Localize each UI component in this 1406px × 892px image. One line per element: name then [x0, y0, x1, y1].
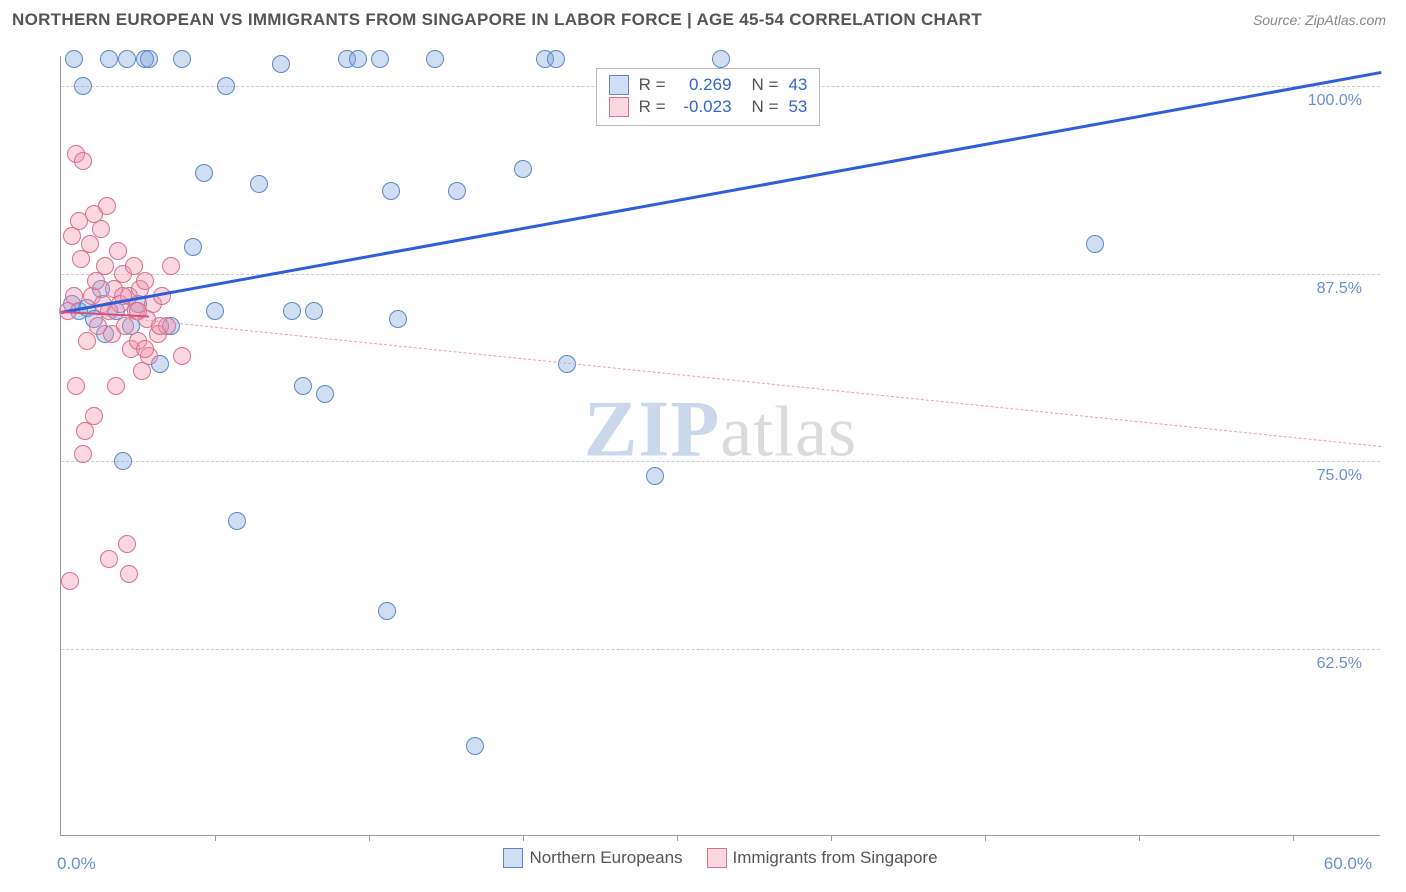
data-point	[426, 50, 444, 68]
data-point	[217, 77, 235, 95]
data-point	[1086, 235, 1104, 253]
data-point	[646, 467, 664, 485]
correlation-legend: R = 0.269 N = 43 R = -0.023 N = 53	[596, 68, 821, 126]
legend-r-value: 0.269	[676, 75, 732, 95]
y-axis-label: In Labor Force | Age 45-54	[0, 371, 1, 561]
x-tick	[369, 835, 370, 841]
legend-row: R = 0.269 N = 43	[609, 75, 808, 95]
data-point	[96, 257, 114, 275]
data-point	[67, 377, 85, 395]
data-point	[448, 182, 466, 200]
data-point	[514, 160, 532, 178]
data-point	[378, 602, 396, 620]
legend-n-label: N =	[752, 75, 779, 95]
data-point	[65, 287, 83, 305]
data-point	[100, 550, 118, 568]
y-tick-label: 62.5%	[1317, 655, 1362, 673]
data-point	[349, 50, 367, 68]
data-point	[140, 50, 158, 68]
legend-n-value: 53	[788, 97, 807, 117]
x-tick	[215, 835, 216, 841]
data-point	[272, 55, 290, 73]
data-point	[98, 197, 116, 215]
legend-swatch	[503, 848, 523, 868]
data-point	[712, 50, 730, 68]
x-tick	[1139, 835, 1140, 841]
data-point	[116, 317, 134, 335]
data-point	[466, 737, 484, 755]
data-point	[162, 257, 180, 275]
legend-r-value: -0.023	[676, 97, 732, 117]
x-tick	[1293, 835, 1294, 841]
data-point	[118, 50, 136, 68]
data-point	[120, 565, 138, 583]
legend-r-label: R =	[639, 75, 666, 95]
legend-row: R = -0.023 N = 53	[609, 97, 808, 117]
bottom-legend-item: Northern Europeans	[503, 848, 682, 868]
bottom-legend-item: Immigrants from Singapore	[707, 848, 938, 868]
x-tick	[985, 835, 986, 841]
data-point	[118, 535, 136, 553]
trend-line	[61, 311, 1381, 447]
x-tick	[831, 835, 832, 841]
data-point	[184, 238, 202, 256]
data-point	[195, 164, 213, 182]
data-point	[305, 302, 323, 320]
data-point	[173, 347, 191, 365]
data-point	[250, 175, 268, 193]
data-point	[316, 385, 334, 403]
data-point	[136, 272, 154, 290]
data-point	[100, 50, 118, 68]
data-point	[78, 332, 96, 350]
bottom-legend: Northern Europeans Immigrants from Singap…	[61, 848, 1380, 873]
legend-swatch	[707, 848, 727, 868]
plot-area: ZIPatlas 62.5%75.0%87.5%100.0%0.0%60.0%R…	[60, 56, 1380, 836]
data-point	[228, 512, 246, 530]
data-point	[81, 235, 99, 253]
legend-series-label: Immigrants from Singapore	[733, 848, 938, 868]
data-point	[92, 220, 110, 238]
data-point	[74, 445, 92, 463]
legend-series-label: Northern Europeans	[529, 848, 682, 868]
source-label: Source: ZipAtlas.com	[1253, 12, 1386, 28]
x-tick	[523, 835, 524, 841]
legend-n-label: N =	[752, 97, 779, 117]
legend-swatch	[609, 97, 629, 117]
data-point	[294, 377, 312, 395]
data-point	[74, 152, 92, 170]
y-tick-label: 75.0%	[1317, 467, 1362, 485]
legend-r-label: R =	[639, 97, 666, 117]
y-tick-label: 87.5%	[1317, 280, 1362, 298]
data-point	[107, 377, 125, 395]
data-point	[74, 77, 92, 95]
legend-n-value: 43	[788, 75, 807, 95]
data-point	[109, 242, 127, 260]
data-point	[136, 340, 154, 358]
data-point	[114, 452, 132, 470]
x-tick	[677, 835, 678, 841]
data-point	[61, 572, 79, 590]
data-point	[65, 50, 83, 68]
data-point	[547, 50, 565, 68]
data-point	[283, 302, 301, 320]
data-point	[173, 50, 191, 68]
y-tick-label: 100.0%	[1308, 92, 1362, 110]
data-point	[206, 302, 224, 320]
legend-swatch	[609, 75, 629, 95]
gridline-horizontal	[61, 649, 1380, 650]
data-point	[371, 50, 389, 68]
chart-container: In Labor Force | Age 45-54 ZIPatlas 62.5…	[12, 46, 1394, 886]
data-point	[85, 407, 103, 425]
data-point	[389, 310, 407, 328]
data-point	[382, 182, 400, 200]
chart-title: NORTHERN EUROPEAN VS IMMIGRANTS FROM SIN…	[12, 10, 982, 30]
gridline-horizontal	[61, 461, 1380, 462]
